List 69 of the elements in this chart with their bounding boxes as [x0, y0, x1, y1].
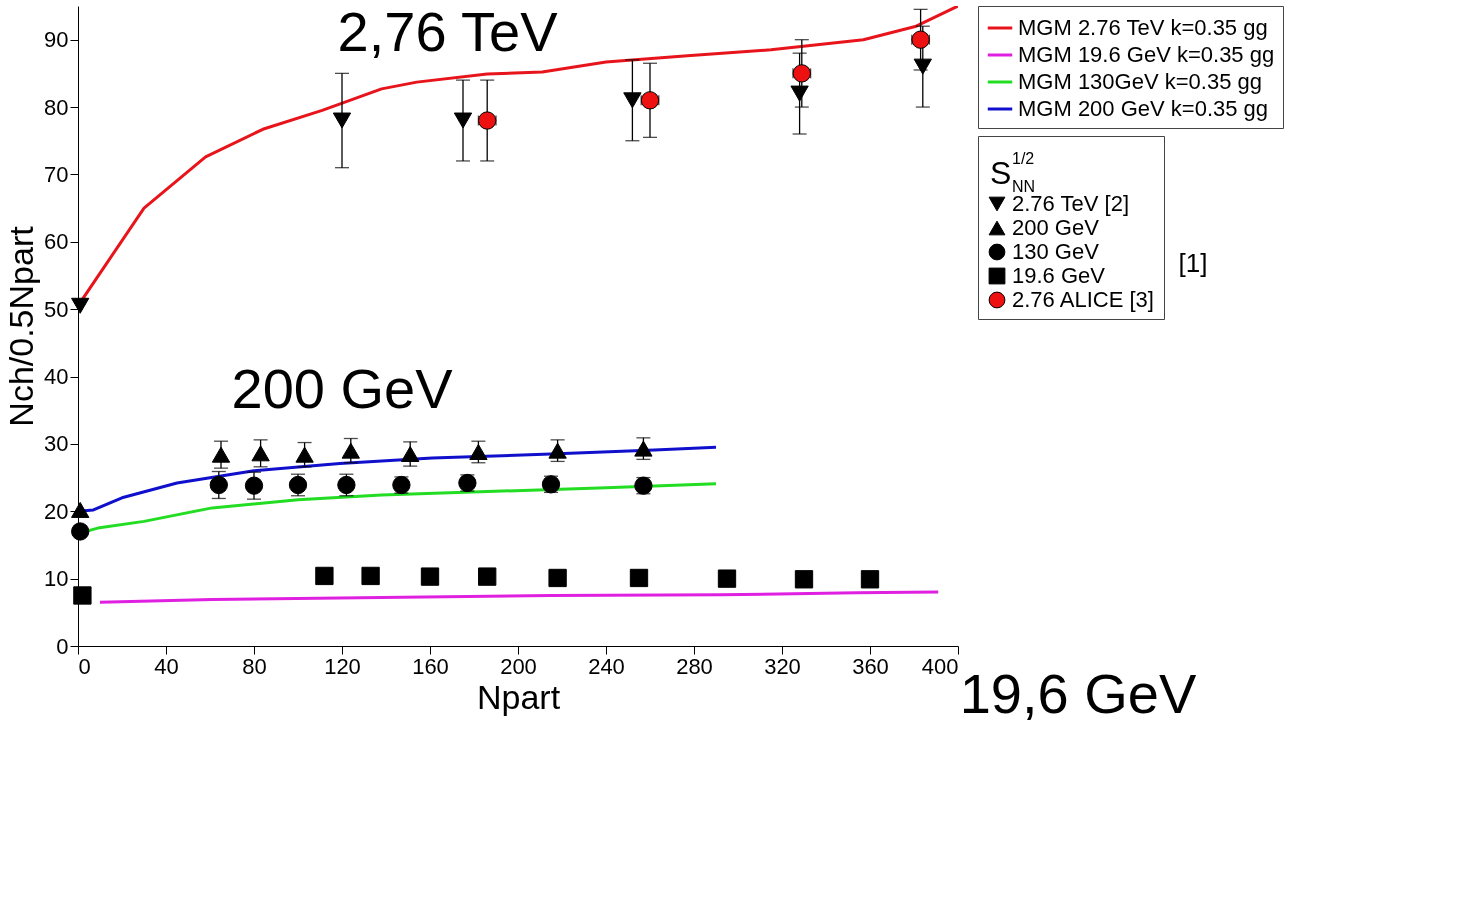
y-tick-label: 70 — [44, 161, 69, 187]
point — [341, 442, 360, 459]
point — [401, 446, 420, 462]
x-axis-title: Npart — [476, 677, 561, 716]
point — [478, 567, 497, 586]
point — [548, 568, 567, 588]
y-tick-label: 0 — [56, 633, 69, 659]
point — [244, 476, 264, 495]
y-tick-label: 60 — [44, 229, 69, 255]
x-tick-label: 200 — [500, 653, 537, 679]
x-tick-label: 40 — [154, 653, 179, 679]
line-series — [98, 590, 940, 604]
y-tick-label: 50 — [44, 296, 69, 322]
point — [623, 92, 642, 109]
x-tick-label: 360 — [852, 653, 889, 679]
point — [790, 85, 809, 102]
point — [478, 111, 497, 130]
x-tick-label: 80 — [242, 653, 267, 679]
point — [71, 501, 90, 518]
point — [629, 568, 649, 588]
point — [315, 566, 334, 586]
point — [332, 112, 352, 129]
text: [1] — [1178, 248, 1208, 278]
legend-label: MGM 200 GeV k=0.35 gg — [1018, 96, 1269, 121]
point — [211, 446, 231, 463]
legend-label: 2.76 TeV [2] — [1012, 191, 1130, 216]
point — [71, 297, 90, 314]
point — [860, 570, 880, 589]
annotation: 2,76 TeV — [337, 0, 559, 63]
point — [420, 567, 440, 586]
point — [453, 112, 473, 129]
point — [71, 522, 90, 541]
point — [792, 64, 811, 83]
y-tick-label: 10 — [44, 566, 69, 592]
point — [251, 445, 270, 462]
x-tick-label: 160 — [412, 653, 449, 679]
point — [634, 440, 653, 457]
point — [794, 570, 814, 589]
x-tick-label: 320 — [764, 653, 801, 679]
point — [73, 586, 92, 605]
y-tick-label: 40 — [44, 364, 69, 390]
y-tick-label: 30 — [44, 431, 69, 457]
y-tick-label: 80 — [44, 94, 69, 120]
point — [361, 566, 380, 586]
point — [911, 30, 930, 49]
point — [209, 475, 228, 495]
legend-label: 130 GeV — [1012, 239, 1100, 264]
y-tick-label: 90 — [44, 27, 69, 53]
point — [548, 442, 567, 459]
annotation: 200 GeV — [231, 357, 454, 420]
point — [913, 58, 932, 75]
y-axis-title: Nch/0.5Npart — [2, 225, 41, 427]
point — [640, 91, 660, 110]
legend-label: 19.6 GeV — [1012, 263, 1106, 288]
legend-label: 200 GeV — [1012, 215, 1100, 240]
legend-label: MGM 130GeV k=0.35 gg — [1018, 69, 1262, 94]
point — [469, 443, 488, 460]
x-tick-label: 0 — [78, 653, 91, 679]
x-tick-label: 400 — [921, 653, 959, 679]
text: 19,6 GeV — [959, 662, 1197, 725]
point — [295, 446, 314, 463]
legend-label: 2.76 ALICE [3] — [1012, 287, 1154, 312]
x-tick-label: 120 — [324, 653, 361, 679]
x-tick-label: 240 — [588, 653, 625, 679]
x-tick-label: 280 — [676, 653, 713, 679]
point — [717, 569, 737, 588]
y-tick-label: 20 — [44, 498, 69, 524]
legend-label: MGM 2.76 TeV k=0.35 gg — [1018, 15, 1268, 40]
legend-label: MGM 19.6 GeV k=0.35 gg — [1018, 42, 1275, 67]
